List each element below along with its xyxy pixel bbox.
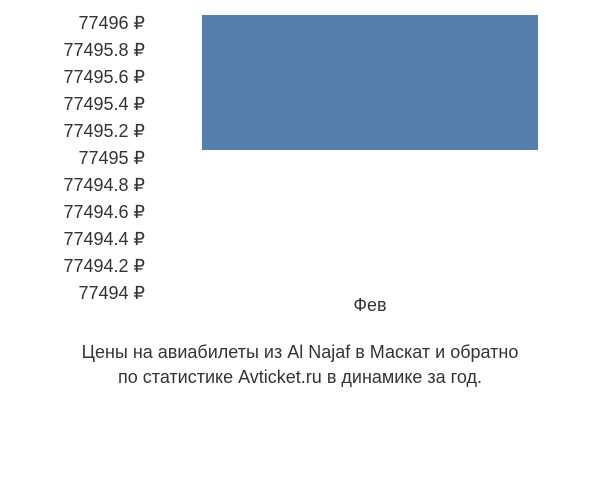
x-axis: Фев [160, 295, 580, 316]
y-tick: 77495.8 ₽ [0, 37, 155, 64]
caption: Цены на авиабилеты из Al Najaf в Маскат … [0, 340, 600, 390]
y-tick: 77495.2 ₽ [0, 118, 155, 145]
y-tick: 77494.2 ₽ [0, 253, 155, 280]
y-tick: 77496 ₽ [0, 10, 155, 37]
x-tick: Фев [353, 295, 386, 316]
caption-line2: по статистике Avticket.ru в динамике за … [118, 367, 482, 387]
caption-line1: Цены на авиабилеты из Al Najaf в Маскат … [82, 342, 519, 362]
y-tick: 77494.4 ₽ [0, 226, 155, 253]
y-axis: 77496 ₽ 77495.8 ₽ 77495.6 ₽ 77495.4 ₽ 77… [0, 10, 155, 307]
y-tick: 77495.4 ₽ [0, 91, 155, 118]
plot-area [160, 15, 580, 285]
y-tick: 77495 ₽ [0, 145, 155, 172]
bar-feb [202, 15, 538, 150]
y-tick: 77494.6 ₽ [0, 199, 155, 226]
y-tick: 77495.6 ₽ [0, 64, 155, 91]
chart-container: 77496 ₽ 77495.8 ₽ 77495.6 ₽ 77495.4 ₽ 77… [0, 0, 600, 500]
y-tick: 77494 ₽ [0, 280, 155, 307]
y-tick: 77494.8 ₽ [0, 172, 155, 199]
